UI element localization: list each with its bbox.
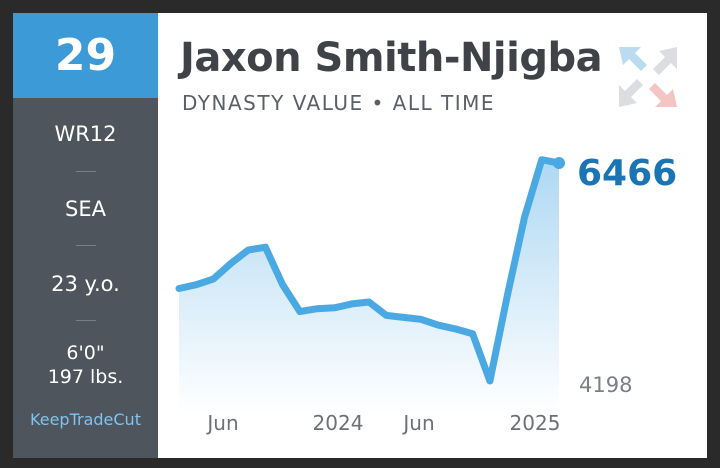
divider — [76, 320, 96, 321]
player-name: Jaxon Smith-Njigba — [180, 35, 603, 81]
ktc-arrows-icon — [619, 47, 677, 107]
data-point — [262, 244, 269, 251]
data-point — [538, 156, 545, 163]
weight: 197 lbs. — [47, 366, 124, 388]
data-point — [452, 325, 459, 332]
data-point — [417, 316, 424, 323]
data-point — [176, 285, 182, 292]
x-tick-label: 2025 — [509, 411, 561, 435]
current-value: 6466 — [577, 153, 678, 194]
data-point — [227, 260, 234, 267]
divider — [76, 171, 96, 172]
data-point — [193, 281, 200, 288]
divider — [76, 245, 96, 246]
data-point — [279, 281, 286, 288]
data-point — [348, 300, 355, 307]
data-point — [245, 247, 252, 254]
x-tick-label: 2024 — [312, 411, 364, 435]
data-point — [210, 275, 217, 282]
chart-subtitle: DYNASTY VALUE • ALL TIME — [182, 91, 496, 115]
age: 23 y.o. — [51, 272, 120, 296]
current-value-point — [553, 157, 565, 169]
height: 6'0" — [66, 342, 105, 364]
data-point — [296, 308, 303, 315]
data-point — [435, 322, 442, 329]
data-point — [331, 304, 338, 311]
brand-link[interactable]: KeepTradeCut — [30, 410, 141, 429]
team: SEA — [65, 197, 106, 221]
min-value: 4198 — [579, 373, 633, 397]
data-point — [521, 214, 528, 221]
data-point — [400, 314, 407, 321]
overall-rank: 29 — [13, 13, 158, 98]
player-card: 29 WR12 SEA 23 y.o. 6'0" 197 lbs. KeepTr… — [13, 13, 707, 458]
x-tick-label: Jun — [207, 411, 239, 435]
position-rank: WR12 — [54, 122, 117, 146]
x-tick-label: Jun — [403, 411, 435, 435]
value-chart — [175, 156, 565, 413]
area-fill — [179, 159, 559, 413]
data-point — [366, 299, 372, 305]
data-point — [504, 293, 511, 300]
data-point — [486, 378, 493, 384]
player-sidebar: 29 WR12 SEA 23 y.o. 6'0" 197 lbs. KeepTr… — [13, 13, 158, 458]
data-point — [314, 305, 321, 312]
data-point — [469, 330, 476, 337]
data-point — [383, 312, 390, 319]
